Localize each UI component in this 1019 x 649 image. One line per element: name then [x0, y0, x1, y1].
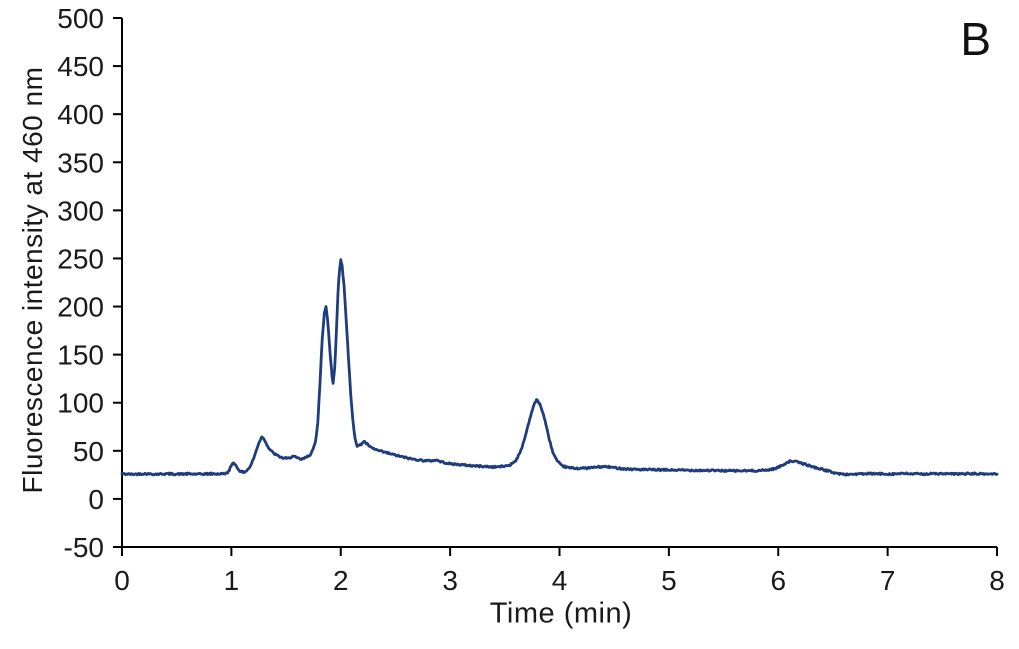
- x-tick-label: 1: [224, 565, 240, 596]
- x-tick-label: 3: [442, 565, 458, 596]
- y-tick-label: 50: [73, 436, 104, 467]
- y-tick-label: 450: [57, 51, 104, 82]
- x-tick-label: 8: [989, 565, 1005, 596]
- x-tick-label: 6: [770, 565, 786, 596]
- panel-label-b: B: [960, 13, 991, 65]
- fluorescence-trace-line: [120, 258, 999, 477]
- y-tick-label: 100: [57, 388, 104, 419]
- y-tick-label: 350: [57, 147, 104, 178]
- y-tick-label: -50: [64, 532, 104, 563]
- y-tick-label: 500: [57, 3, 104, 34]
- y-tick-label: 200: [57, 292, 104, 323]
- y-tick-label: 300: [57, 195, 104, 226]
- x-tick-label: 0: [114, 565, 130, 596]
- y-tick-label: 150: [57, 340, 104, 371]
- y-axis-title: Fluorescence intensity at 460 nm: [17, 66, 48, 494]
- x-tick-label: 7: [880, 565, 896, 596]
- x-tick-label: 5: [661, 565, 677, 596]
- y-tick-label: 0: [88, 484, 104, 515]
- x-tick-label: 4: [552, 565, 568, 596]
- axis-lines: [121, 18, 997, 548]
- y-tick-label: 400: [57, 99, 104, 130]
- y-tick-label: 250: [57, 243, 104, 274]
- x-axis-title: Time (min): [489, 597, 633, 630]
- x-tick-label: 2: [333, 565, 349, 596]
